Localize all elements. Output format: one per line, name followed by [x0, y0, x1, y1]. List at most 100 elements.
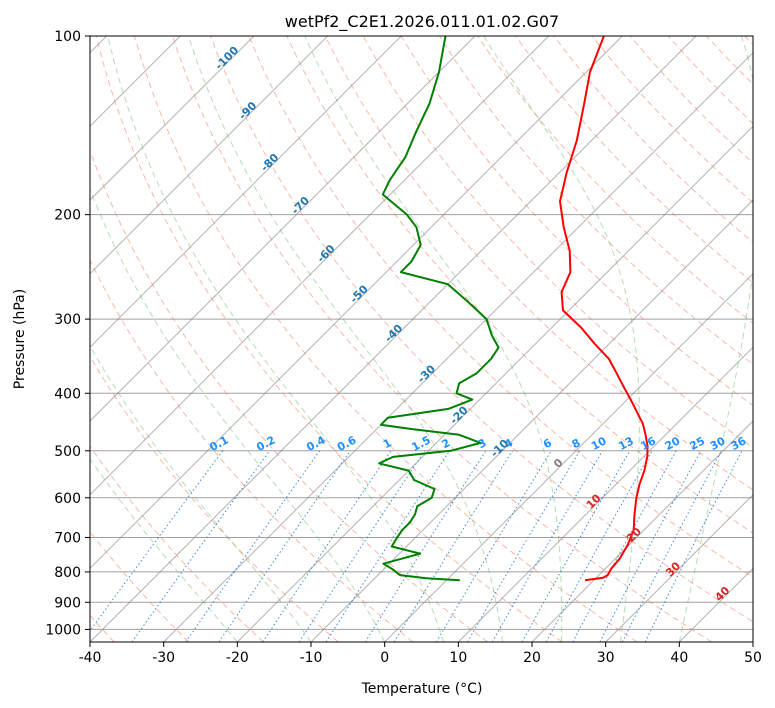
- dry-adiabat: [90, 258, 414, 642]
- x-axis-label: Temperature (°C): [361, 681, 483, 697]
- isotherm--30: [163, 51, 753, 642]
- mixing-ratio-line: [262, 450, 392, 642]
- dry-adiabat: [90, 355, 339, 642]
- y-tick-label: 600: [54, 491, 81, 507]
- isotherm--80: [90, 36, 402, 349]
- isotherm-label: 20: [624, 525, 644, 545]
- mixing-ratio-line: [364, 450, 487, 642]
- y-tick-label: 200: [54, 208, 81, 224]
- isotherm-label: -100: [213, 44, 242, 73]
- mixing-ratio-label: 36: [729, 434, 749, 453]
- y-tick-label: 300: [54, 312, 81, 328]
- moist-adiabat: [90, 188, 386, 642]
- x-tick-label: 30: [597, 650, 615, 666]
- mixing-ratio-label: 20: [663, 434, 683, 453]
- isotherm-label: 10: [584, 491, 604, 511]
- isotherm-label: -60: [314, 242, 337, 265]
- annotations: 0.1 0.2 0.4 0.6 1 1.5 2 3 4 6 8 10 13 16 20 25 30 36-100-…: [207, 44, 748, 604]
- mixing-ratio-label: 30: [708, 434, 728, 453]
- mixing-ratio-line: [644, 450, 743, 642]
- isotherm-label: -40: [382, 321, 405, 344]
- mixing-ratio-line: [521, 450, 631, 642]
- moist-adiabat: [90, 457, 238, 642]
- dry-adiabat: [90, 531, 190, 642]
- isotherm--60: [90, 36, 550, 496]
- dry-adiabat: [324, 36, 753, 491]
- isotherm--10: [310, 199, 753, 642]
- x-tick-label: 40: [670, 650, 688, 666]
- x-tick-label: 20: [523, 650, 541, 666]
- moist-adiabat: [90, 344, 312, 642]
- dry-adiabat: [477, 36, 753, 324]
- dry-adiabat: [172, 36, 712, 642]
- isotherm-label: 30: [663, 559, 683, 579]
- dry-adiabat: [744, 36, 753, 46]
- mixing-ratio-line: [435, 450, 552, 642]
- x-tick-label: 50: [744, 650, 762, 666]
- mixing-ratio-label: 1: [381, 436, 394, 451]
- isotherm-30: [605, 493, 753, 642]
- mixing-ratio-line: [467, 450, 581, 642]
- temperature-line: [559, 36, 649, 582]
- plot-frame: [89, 35, 754, 643]
- mixing-ratio-line: [185, 450, 321, 642]
- isotherm-label: -70: [289, 194, 312, 217]
- dry-adiabat: [515, 36, 753, 284]
- isotherm--100: [90, 36, 255, 201]
- isotherm--20: [236, 125, 753, 642]
- isotherm--90: [90, 36, 329, 275]
- dry-adiabat: [553, 36, 753, 244]
- dry-adiabat: [133, 36, 638, 642]
- x-tick-label: -10: [300, 650, 323, 666]
- mixing-ratio-line: [572, 450, 677, 642]
- isotherm-40: [678, 567, 753, 642]
- mixing-ratio-label: 2: [440, 436, 453, 451]
- x-tick-label: 10: [449, 650, 467, 666]
- x-tick-label: -20: [226, 650, 249, 666]
- isotherm-label: 40: [712, 584, 732, 604]
- mixing-ratio-label: 10: [589, 434, 609, 453]
- isotherm-50: [752, 641, 753, 642]
- moist-adiabat: [188, 36, 503, 642]
- dry-adiabat: [591, 36, 753, 204]
- y-tick-label: 700: [54, 531, 81, 547]
- isotherm-label: -30: [415, 362, 438, 385]
- moist-adiabat: [678, 36, 753, 642]
- mixing-ratio-label: 16: [638, 434, 658, 453]
- dry-adiabat: [210, 36, 753, 623]
- y-tick-label: 800: [54, 565, 81, 581]
- profile-series: [378, 36, 649, 582]
- mixing-ratio-label: 8: [570, 436, 583, 451]
- y-tick-label: 900: [54, 595, 81, 611]
- x-tick-label: -30: [152, 650, 175, 666]
- mixing-ratio-label: 25: [687, 434, 707, 453]
- dry-adiabat: [248, 36, 753, 578]
- isotherm-20: [531, 420, 753, 642]
- dry-adiabat: [90, 149, 488, 642]
- isotherm--40: [90, 36, 697, 642]
- isotherm-label: -90: [236, 99, 259, 122]
- dry-adiabat: [705, 36, 753, 85]
- isotherm--70: [90, 36, 476, 422]
- dry-adiabat: [286, 36, 753, 534]
- isotherm-label: -80: [258, 151, 281, 174]
- moist-adiabat: [304, 36, 563, 642]
- y-tick-label: 400: [54, 386, 81, 402]
- chart-title: wetPf2_C2E1.2026.011.01.02.G07: [285, 12, 559, 32]
- moist-adiabat: [483, 36, 640, 642]
- mixing-ratio-label: 13: [616, 434, 636, 453]
- mixing-ratio-line: [90, 450, 224, 632]
- mixing-ratio-line: [218, 450, 351, 642]
- mixing-ratio-line: [325, 450, 451, 642]
- mixing-ratio-label: 3: [476, 436, 489, 451]
- mixing-ratio-line: [131, 450, 271, 642]
- mixing-ratio-line: [545, 450, 653, 642]
- x-tick-label: 0: [380, 650, 389, 666]
- isotherm--50: [90, 36, 623, 570]
- x-tick-label: -40: [79, 650, 102, 666]
- y-tick-label: 1000: [45, 622, 81, 638]
- moist-adiabat: [107, 36, 445, 642]
- y-tick-label: 100: [54, 29, 81, 45]
- y-tick-label: 500: [54, 444, 81, 460]
